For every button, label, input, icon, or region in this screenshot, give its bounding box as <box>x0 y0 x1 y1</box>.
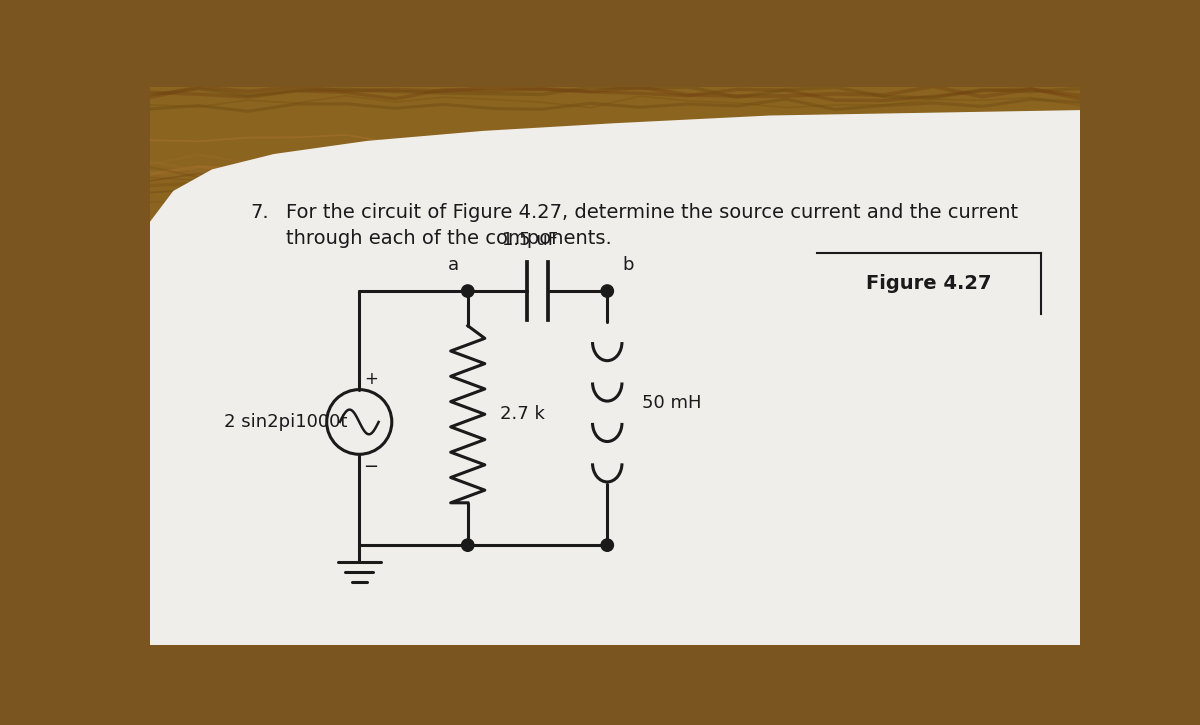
Text: a: a <box>449 256 460 274</box>
Polygon shape <box>150 110 1080 645</box>
Text: For the circuit of Figure 4.27, determine the source current and the current: For the circuit of Figure 4.27, determin… <box>286 202 1018 222</box>
Text: 2.7 k: 2.7 k <box>500 405 545 423</box>
Text: Figure 4.27: Figure 4.27 <box>866 274 991 293</box>
Text: 50 mH: 50 mH <box>642 394 702 412</box>
Text: through each of the components.: through each of the components. <box>286 229 611 249</box>
Circle shape <box>601 285 613 297</box>
Circle shape <box>462 285 474 297</box>
Circle shape <box>462 539 474 551</box>
Text: −: − <box>364 457 378 476</box>
Text: 7.: 7. <box>251 202 269 222</box>
Text: 2 sin2pi1000t: 2 sin2pi1000t <box>223 413 347 431</box>
Text: b: b <box>623 256 635 274</box>
Text: +: + <box>364 370 378 388</box>
Text: 1.5 uF: 1.5 uF <box>502 231 558 249</box>
Circle shape <box>601 539 613 551</box>
Polygon shape <box>150 87 1080 645</box>
